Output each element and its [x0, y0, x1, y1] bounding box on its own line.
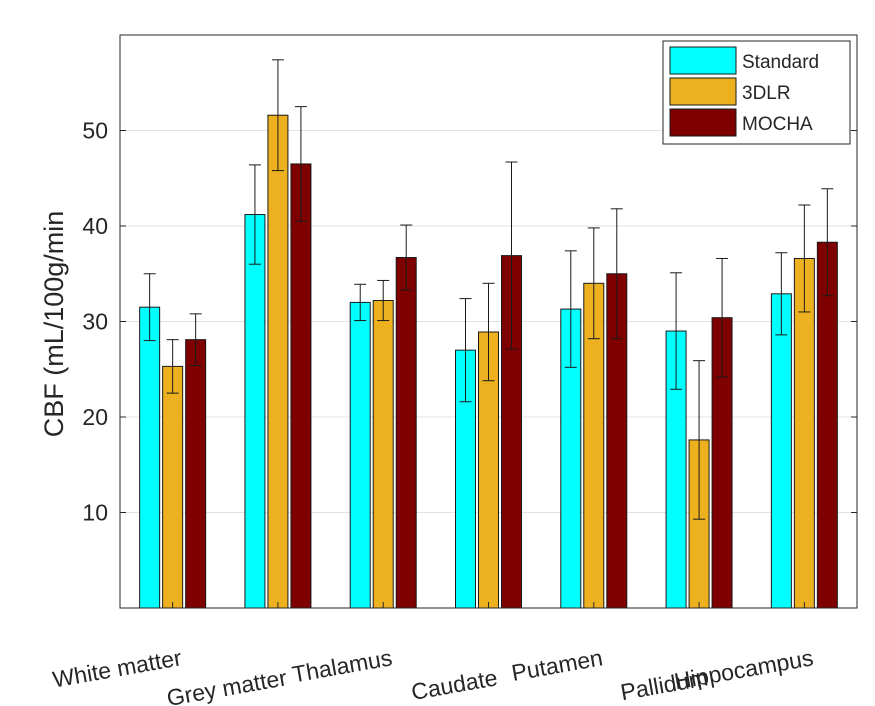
error-bars-group [143, 59, 834, 520]
x-tick-label: Putamen [509, 644, 604, 686]
legend-swatch-3dlr [669, 77, 737, 106]
x-tick-label: Hippocampus [672, 644, 815, 694]
bar-mocha [185, 339, 207, 609]
y-tick-label: 10 [82, 500, 108, 526]
bar-mocha [395, 257, 417, 609]
legend-swatch-standard [669, 46, 737, 75]
bar-standard [770, 293, 792, 609]
y-axis-label: CBF (mL/100g/min [39, 211, 69, 438]
y-tick-label: 50 [82, 118, 108, 144]
bar-standard [244, 214, 266, 609]
bar-mocha [816, 241, 838, 609]
x-tick-label: Grey matter [165, 664, 289, 706]
legend-label-3dlr: 3DLR [742, 83, 791, 104]
bar-3dlr [372, 299, 394, 609]
bar-3dlr [162, 365, 184, 609]
bar-standard [139, 306, 161, 609]
y-tick-label: 20 [82, 404, 108, 430]
legend-swatch-mocha [669, 108, 737, 137]
y-axis-ticks: 10 20 30 40 50 [82, 118, 857, 526]
legend: Standard 3DLR MOCHA [662, 40, 851, 145]
legend-label-standard: Standard [742, 52, 819, 73]
bar-3dlr [267, 114, 289, 609]
bar-standard [349, 301, 371, 609]
x-tick-label: Thalamus [290, 644, 394, 687]
y-tick-label: 40 [82, 213, 108, 239]
x-tick-label: Caudate [409, 664, 499, 705]
legend-label-mocha: MOCHA [742, 114, 813, 135]
bar-mocha [290, 163, 312, 609]
y-tick-label: 30 [82, 309, 108, 335]
